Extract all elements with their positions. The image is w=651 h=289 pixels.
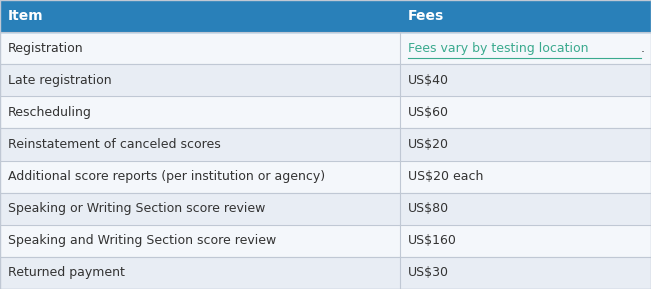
Bar — [0, 193, 651, 225]
Bar — [0, 0, 651, 32]
Bar — [0, 32, 651, 64]
Text: .: . — [641, 42, 645, 55]
Text: Speaking or Writing Section score review: Speaking or Writing Section score review — [8, 202, 265, 215]
Text: US$160: US$160 — [408, 234, 457, 247]
Text: Registration: Registration — [8, 42, 83, 55]
Text: US$40: US$40 — [408, 74, 449, 87]
Text: Fees vary by testing location: Fees vary by testing location — [408, 42, 589, 55]
Text: Speaking and Writing Section score review: Speaking and Writing Section score revie… — [8, 234, 276, 247]
Text: US$20 each: US$20 each — [408, 170, 484, 183]
Text: US$30: US$30 — [408, 266, 449, 279]
Text: US$20: US$20 — [408, 138, 449, 151]
Bar — [0, 96, 651, 128]
Bar — [0, 161, 651, 193]
Text: Returned payment: Returned payment — [8, 266, 125, 279]
Text: Additional score reports (per institution or agency): Additional score reports (per institutio… — [8, 170, 325, 183]
Bar — [0, 257, 651, 289]
Text: Rescheduling: Rescheduling — [8, 106, 92, 119]
Text: Reinstatement of canceled scores: Reinstatement of canceled scores — [8, 138, 221, 151]
Bar — [0, 225, 651, 257]
Bar — [0, 64, 651, 96]
Bar — [0, 128, 651, 161]
Text: US$80: US$80 — [408, 202, 449, 215]
Text: Item: Item — [8, 9, 44, 23]
Text: Late registration: Late registration — [8, 74, 111, 87]
Text: US$60: US$60 — [408, 106, 449, 119]
Text: Fees: Fees — [408, 9, 445, 23]
